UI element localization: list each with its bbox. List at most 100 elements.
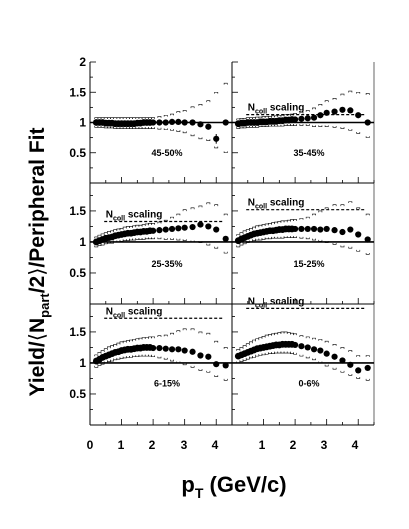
sys-upper-bracket bbox=[245, 117, 250, 120]
sys-lower-bracket bbox=[305, 356, 310, 359]
sys-lower-bracket bbox=[100, 125, 105, 128]
centrality-label: 25-35% bbox=[151, 259, 182, 269]
sys-lower-bracket bbox=[255, 354, 260, 357]
data-point bbox=[317, 347, 324, 354]
sys-lower-bracket bbox=[277, 236, 282, 239]
sys-lower-bracket bbox=[94, 125, 99, 128]
sys-upper-bracket bbox=[264, 223, 269, 226]
data-point bbox=[317, 226, 324, 233]
sys-upper-bracket bbox=[113, 344, 118, 346]
sys-upper-bracket bbox=[163, 219, 168, 222]
sys-upper-bracket bbox=[116, 342, 121, 345]
sys-upper-bracket bbox=[119, 117, 124, 120]
sys-upper-bracket bbox=[151, 336, 156, 339]
sys-upper-bracket bbox=[144, 337, 149, 339]
data-point bbox=[298, 225, 305, 233]
sys-upper-bracket bbox=[267, 116, 272, 118]
sys-lower-bracket bbox=[261, 125, 266, 128]
sys-lower-bracket bbox=[267, 352, 272, 354]
sys-lower-bracket bbox=[176, 130, 181, 132]
sys-lower-bracket bbox=[239, 126, 244, 129]
sys-lower-bracket bbox=[252, 239, 256, 242]
sys-upper-bracket bbox=[100, 350, 105, 352]
sys-upper-bracket bbox=[125, 117, 130, 120]
sys-upper-bracket bbox=[252, 117, 256, 120]
sys-lower-bracket bbox=[138, 127, 143, 129]
sys-upper-bracket bbox=[356, 91, 361, 94]
sys-upper-bracket bbox=[223, 347, 228, 349]
sys-upper-bracket bbox=[122, 117, 127, 120]
sys-upper-bracket bbox=[267, 223, 272, 225]
sys-upper-bracket bbox=[340, 347, 345, 349]
data-point bbox=[323, 109, 330, 116]
sys-lower-bracket bbox=[286, 351, 291, 354]
sys-upper-bracket bbox=[100, 117, 105, 120]
sys-lower-bracket bbox=[245, 357, 250, 360]
sys-lower-bracket bbox=[214, 146, 219, 149]
x-tick-label: 4 bbox=[352, 438, 359, 452]
data-point bbox=[355, 112, 362, 119]
sys-lower-bracket bbox=[151, 355, 156, 358]
sys-lower-bracket bbox=[255, 125, 260, 128]
data-point bbox=[364, 364, 371, 372]
sys-lower-bracket bbox=[252, 125, 256, 128]
sys-lower-bracket bbox=[103, 361, 108, 364]
centrality-label: 45-50% bbox=[151, 148, 182, 158]
sys-upper-bracket bbox=[113, 229, 118, 231]
data-point bbox=[304, 115, 311, 122]
sys-lower-bracket bbox=[138, 238, 143, 240]
sys-lower-bracket bbox=[206, 370, 211, 373]
sys-upper-bracket bbox=[125, 226, 130, 228]
y-tick-label: 0.5 bbox=[69, 146, 86, 160]
sys-upper-bracket bbox=[258, 116, 263, 119]
sys-upper-bracket bbox=[182, 328, 187, 331]
sys-lower-bracket bbox=[324, 125, 329, 128]
sys-lower-bracket bbox=[332, 243, 337, 245]
sys-upper-bracket bbox=[312, 213, 316, 216]
data-point bbox=[347, 107, 354, 114]
data-point bbox=[317, 112, 324, 119]
sys-lower-bracket bbox=[135, 238, 140, 240]
sys-upper-bracket bbox=[249, 117, 253, 120]
data-point bbox=[175, 225, 182, 232]
data-point bbox=[331, 353, 338, 360]
data-point bbox=[189, 119, 196, 126]
data-point bbox=[339, 357, 346, 364]
sys-upper-bracket bbox=[144, 223, 149, 226]
sys-upper-bracket bbox=[255, 225, 260, 228]
sys-upper-bracket bbox=[264, 116, 269, 118]
sys-upper-bracket bbox=[271, 115, 275, 118]
sys-lower-bracket bbox=[176, 361, 181, 364]
sys-upper-bracket bbox=[148, 223, 152, 225]
sys-upper-bracket bbox=[299, 111, 304, 114]
sys-upper-bracket bbox=[125, 340, 130, 343]
x-axis-title: pT (GeV/c) bbox=[181, 472, 286, 501]
sys-upper-bracket bbox=[252, 339, 256, 342]
sys-upper-bracket bbox=[305, 110, 310, 112]
sys-lower-bracket bbox=[264, 237, 269, 240]
sys-upper-bracket bbox=[318, 210, 323, 213]
sys-lower-bracket bbox=[274, 351, 279, 354]
sys-lower-bracket bbox=[236, 127, 241, 129]
data-point bbox=[205, 353, 212, 360]
sys-lower-bracket bbox=[283, 124, 288, 126]
data-point bbox=[150, 119, 157, 126]
sys-upper-bracket bbox=[182, 110, 187, 112]
sys-lower-bracket bbox=[170, 359, 174, 362]
ncoll-scaling-label: Ncoll scaling bbox=[248, 198, 305, 211]
left-angle-glyph: ⟨ bbox=[26, 333, 49, 341]
sys-upper-bracket bbox=[332, 204, 337, 207]
sys-lower-bracket bbox=[132, 127, 137, 129]
sys-lower-bracket bbox=[214, 375, 219, 377]
sys-lower-bracket bbox=[356, 131, 361, 134]
sys-upper-bracket bbox=[135, 338, 140, 341]
sys-upper-bracket bbox=[214, 91, 219, 94]
sys-upper-bracket bbox=[267, 334, 272, 336]
sys-upper-bracket bbox=[293, 219, 298, 222]
sys-upper-bracket bbox=[214, 340, 219, 343]
sys-upper-bracket bbox=[312, 337, 316, 340]
sys-upper-bracket bbox=[280, 331, 285, 334]
sys-lower-bracket bbox=[264, 125, 269, 128]
sys-upper-bracket bbox=[176, 111, 181, 114]
sys-upper-bracket bbox=[107, 231, 111, 233]
